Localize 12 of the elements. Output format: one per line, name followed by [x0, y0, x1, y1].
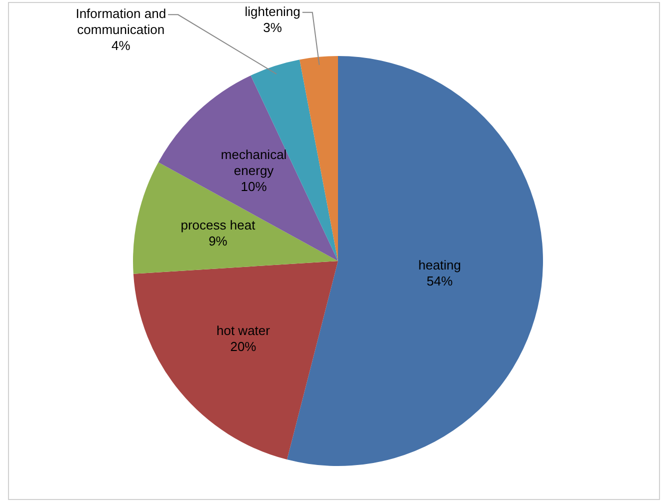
data-label: 54% — [426, 273, 454, 288]
data-label: 3% — [263, 20, 282, 35]
slice-label: mechanical energy — [220, 146, 287, 178]
data-label: 9% — [208, 234, 228, 249]
slice-label: Information and communication — [76, 6, 166, 38]
slice-label: lightening — [244, 4, 300, 19]
slice-label: hot water — [216, 322, 271, 338]
data-label: 20% — [230, 338, 257, 354]
data-label: 10% — [240, 178, 268, 194]
data-label: 4% — [111, 38, 131, 54]
slice-label: process heat — [180, 218, 256, 233]
slice-label: heating — [418, 257, 462, 272]
